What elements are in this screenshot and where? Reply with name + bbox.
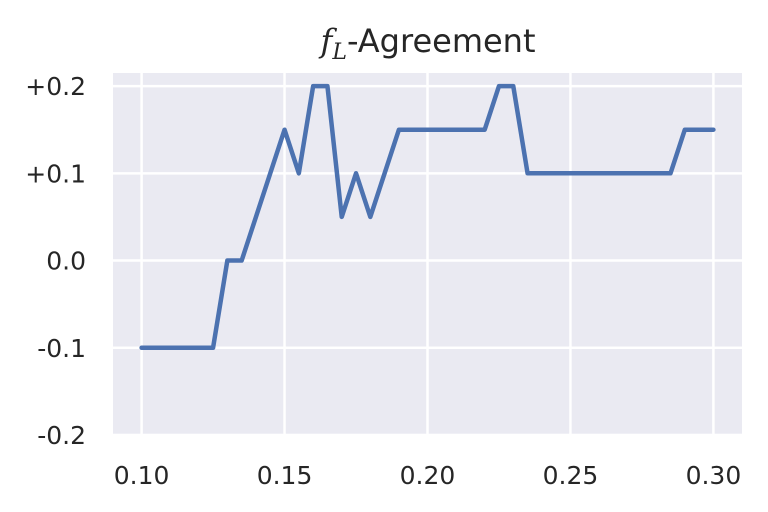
x-axis-ticks: 0.10 0.15 0.20 0.25 0.30 [114, 461, 741, 490]
x-tick-label: 0.30 [686, 461, 742, 490]
grid-lines [113, 73, 742, 437]
title-subscript: L [331, 40, 347, 65]
y-tick-label: +0.2 [25, 72, 86, 101]
x-tick-label: 0.15 [257, 461, 313, 490]
y-axis-ticks: -0.2 -0.1 0.0 +0.1 +0.2 [25, 72, 86, 450]
y-tick-label: -0.1 [37, 334, 86, 363]
series-line [139, 83, 716, 351]
series-layer [139, 83, 716, 351]
chart-title: fL-Agreement [318, 22, 535, 65]
x-tick-label: 0.10 [114, 461, 170, 490]
y-tick-label: 0.0 [46, 247, 86, 276]
y-tick-label: +0.1 [25, 159, 86, 188]
y-tick-label: -0.2 [37, 421, 86, 450]
x-tick-label: 0.25 [543, 461, 599, 490]
x-tick-label: 0.20 [400, 461, 456, 490]
title-text: -Agreement [347, 22, 536, 60]
